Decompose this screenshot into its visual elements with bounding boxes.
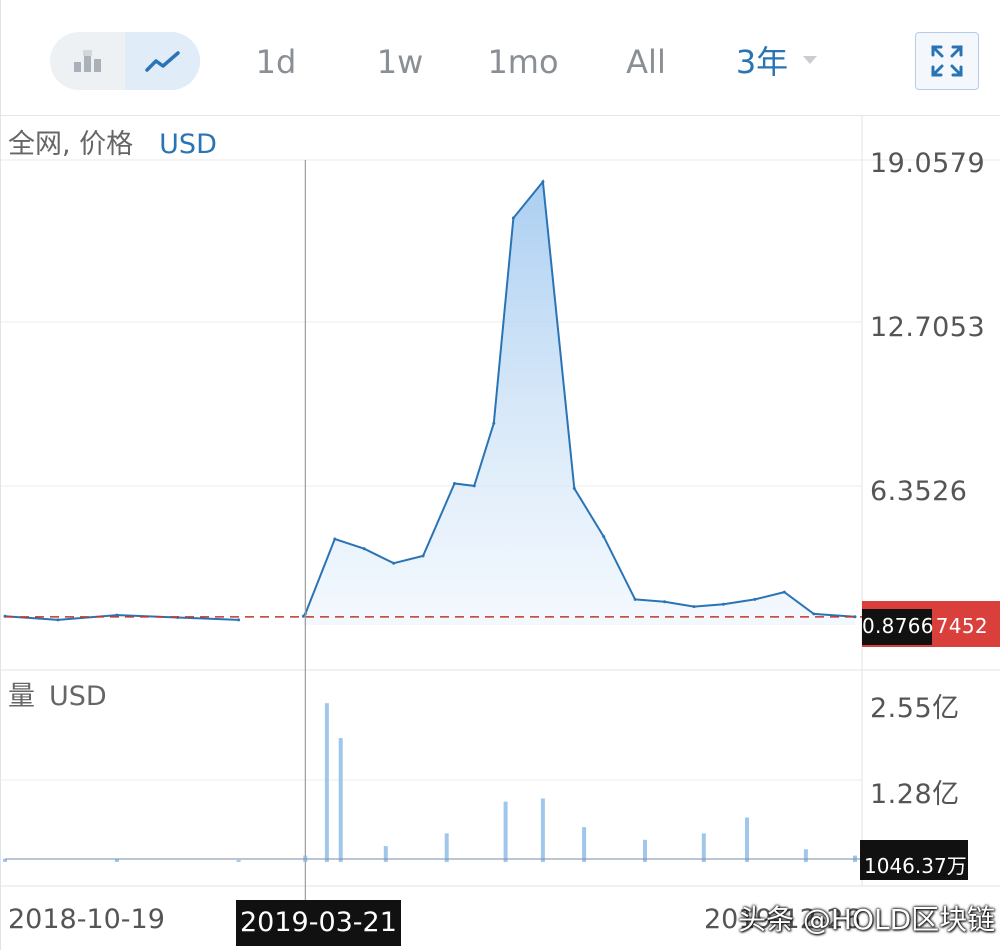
price-point: [301, 614, 305, 618]
price-point: [782, 590, 786, 594]
volume-bar: [701, 833, 706, 862]
volume-bar: [803, 849, 808, 862]
volume-bar: [114, 859, 119, 862]
volume-bar: [745, 817, 749, 862]
date-end: 2019-12-26: [704, 904, 861, 935]
volume-ytick: 1.28亿: [870, 779, 960, 810]
volume-bar: [3, 858, 7, 862]
chevron-down-icon[interactable]: [803, 56, 817, 64]
price-panel-label: 全网, 价格 USD: [8, 122, 217, 161]
range-1w[interactable]: 1w: [376, 43, 424, 81]
toolbar: 1d 1w 1mo All 3年: [0, 0, 1000, 116]
volume-bar: [444, 833, 449, 862]
price-label: 全网, 价格: [8, 129, 134, 160]
volume-bar: [236, 860, 241, 862]
line-chart-icon[interactable]: [125, 32, 200, 90]
price-point: [392, 561, 396, 565]
price-ytick: 12.7053: [870, 312, 986, 343]
watermark-text: 头条 @HOLD区块链: [738, 903, 996, 936]
price-point: [572, 486, 576, 490]
range-all[interactable]: All: [626, 43, 666, 81]
price-point: [492, 421, 496, 425]
chart-type-toggle[interactable]: [50, 32, 200, 90]
range-1mo[interactable]: 1mo: [487, 43, 559, 81]
volume-ytick: 2.55亿: [870, 693, 960, 724]
price-point: [115, 613, 119, 617]
volume-bar: [383, 846, 388, 862]
volume-bar: [324, 703, 329, 862]
price-point: [541, 180, 545, 184]
date-start: 2018-10-19: [8, 904, 165, 935]
volume-bar: [503, 801, 508, 862]
volume-bar: [582, 827, 587, 862]
price-point: [511, 216, 515, 220]
price-point: [333, 537, 337, 541]
range-1d[interactable]: 1d: [255, 43, 297, 81]
volume-bar: [643, 839, 647, 862]
price-currency: USD: [159, 129, 217, 160]
price-point: [853, 615, 857, 619]
price-point: [812, 612, 816, 616]
date-crosshair: 2019-03-21: [236, 900, 401, 946]
range-3y[interactable]: 3年: [735, 43, 789, 81]
price-point: [453, 482, 456, 485]
volume-currency: USD: [49, 681, 107, 712]
volume-label: 量: [8, 681, 35, 712]
price-point: [362, 547, 366, 551]
volume-panel-label: 量 USD: [8, 674, 107, 713]
price-point: [722, 602, 725, 606]
price-point: [663, 600, 667, 604]
volume-bar: [540, 798, 545, 862]
price-point: [237, 618, 241, 622]
current-volume-label: 1046.37万: [864, 854, 967, 878]
price-point: [633, 597, 637, 601]
bar-chart-icon[interactable]: [50, 32, 125, 90]
volume-bar: [338, 738, 343, 862]
price-ytick: 19.0579: [870, 148, 986, 179]
fullscreen-icon[interactable]: [915, 32, 979, 90]
price-point: [602, 535, 606, 539]
price-point: [56, 618, 60, 622]
price-point: [472, 484, 476, 488]
current-volume-marker: [860, 840, 968, 880]
price-point: [692, 605, 696, 609]
price-point: [753, 597, 757, 601]
price-ytick: 6.3526: [870, 476, 968, 507]
price-point: [421, 554, 425, 558]
current-price-label: 0.8766 7452: [862, 614, 988, 638]
crosshair-price-marker: [862, 609, 932, 645]
